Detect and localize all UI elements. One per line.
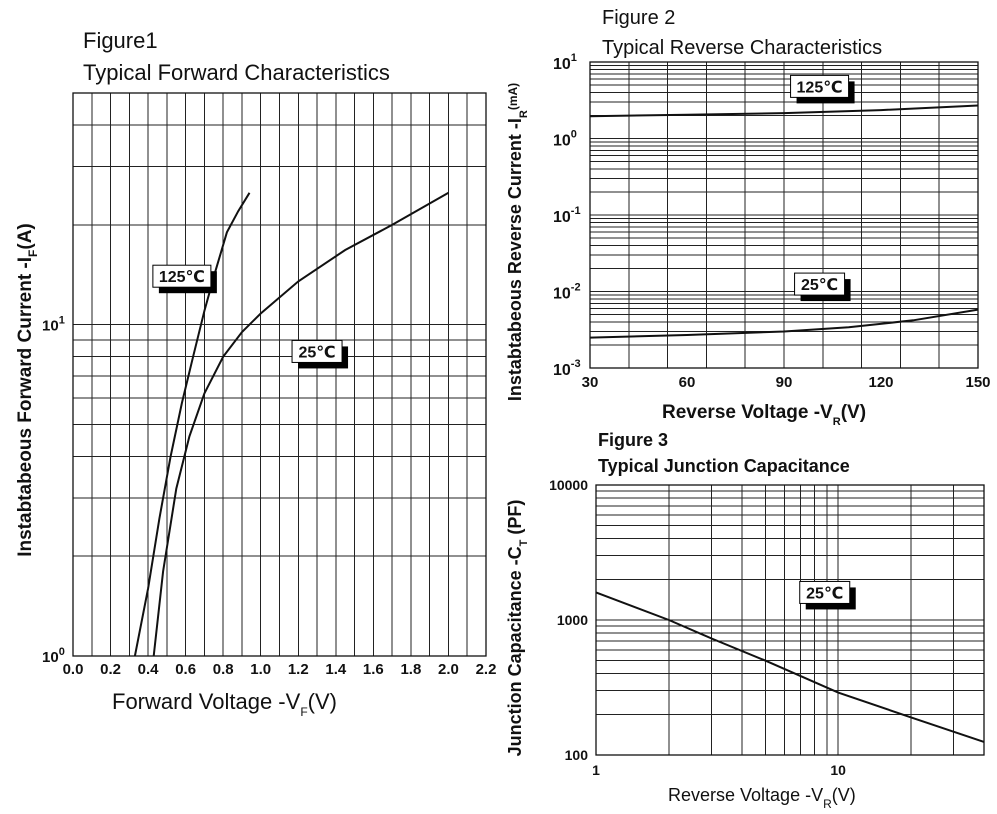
fig1-x-tick-label: 1.4 <box>325 661 347 678</box>
fig3-x-axis-label-part: Reverse Voltage -V <box>668 785 823 805</box>
fig2-series-25c-line <box>589 308 979 339</box>
fig3-y-tick-label: 100 <box>565 747 589 763</box>
fig2-y-tick-base: 10 <box>553 56 571 73</box>
fig1-y-tick-label: 101 <box>42 315 65 335</box>
fig3-series-25c-line <box>595 591 985 743</box>
fig3-x-axis-label-part: R <box>823 797 832 811</box>
fig3-x-tick-label: 10 <box>830 762 846 778</box>
fig2-y-tick-base: 10 <box>553 209 571 226</box>
fig2-x-tick-label: 30 <box>582 374 599 391</box>
fig1-y-axis-label-part: (A) <box>15 223 36 249</box>
fig2-y-tick-label: 101 <box>553 52 577 73</box>
fig3-title: Typical Junction Capacitance <box>598 456 850 476</box>
fig1-series-label-125c: 125℃ <box>159 269 205 286</box>
fig2-series-label-125c-box <box>790 74 850 98</box>
fig2-x-tick-label: 150 <box>965 374 990 391</box>
fig1-x-tick-label: 0.4 <box>138 661 160 678</box>
fig1-y-tick-exp: 1 <box>59 315 65 327</box>
fig2-y-tick-exp: 0 <box>571 129 577 141</box>
fig2-x-axis-label-part: (V) <box>841 402 866 423</box>
fig2-y-axis-label-part: Instabtabeous Reverse Current -I <box>505 118 525 401</box>
fig1-x-tick-label: 1.8 <box>400 661 421 678</box>
fig2-title: Typical Reverse Characteristics <box>602 37 882 59</box>
fig3-plot-frame <box>595 484 985 756</box>
fig1-x-axis-label: Forward Voltage -VF(V) <box>112 689 337 719</box>
fig1-y-tick-exp: 0 <box>59 646 65 658</box>
fig1-x-tick-label: 2.2 <box>476 661 497 678</box>
fig1-x-tick-label: 1.0 <box>250 661 271 678</box>
fig2-y-tick-exp: -2 <box>571 282 581 294</box>
fig2-series-label-25c: 25℃ <box>801 277 838 294</box>
fig3-y-axis-label: Junction Capacitance -CT (PF) <box>505 500 530 757</box>
fig2-y-tick-label: 100 <box>553 129 577 150</box>
fig2-y-tick-base: 10 <box>553 286 571 303</box>
fig1-y-tick-label: 100 <box>42 646 65 666</box>
fig1-x-axis-label-part: F <box>300 705 307 719</box>
fig2-y-axis-label-part: (mA) <box>506 83 520 110</box>
fig2-plot-frame <box>589 61 979 369</box>
fig1-y-axis-label: Instabtabeous Forward Current -IF(A) <box>15 223 40 557</box>
fig2-y-tick-exp: 1 <box>571 52 577 64</box>
fig1-x-tick-label: 0.6 <box>175 661 196 678</box>
fig3-y-axis-label-part: T <box>518 539 530 546</box>
fig2-y-tick-label: 10-3 <box>553 358 581 379</box>
fig2-x-axis-label-part: R <box>833 416 841 428</box>
fig2-series-125c-line <box>589 104 979 118</box>
fig1-y-tick-base: 10 <box>42 649 59 666</box>
fig3-x-axis-label-part: (V) <box>832 785 856 805</box>
fig1-x-tick-label: 0.0 <box>63 661 84 678</box>
fig1-y-axis-label-part: F <box>26 250 40 257</box>
fig3-y-tick-label: 1000 <box>557 612 588 628</box>
fig1-x-tick-label: 1.6 <box>363 661 384 678</box>
fig3-y-axis-label-part: Junction Capacitance -C <box>505 546 525 756</box>
fig1-figure-label: Figure1 <box>83 28 158 53</box>
fig3-x-axis-label: Reverse Voltage -VR(V) <box>668 785 856 811</box>
fig2-x-tick-label: 60 <box>679 374 696 391</box>
fig2-x-axis-label-part: Reverse Voltage -V <box>662 402 833 423</box>
fig3-x-tick-label: 1 <box>592 762 600 778</box>
figure3-capacitance-chart: 1 10 10000 1000 100 Figure 3 Typical Junction … <box>505 430 985 811</box>
fig1-x-tick-label: 0.2 <box>100 661 121 678</box>
fig2-y-tick-exp: -1 <box>571 205 581 217</box>
fig2-y-tick-label: 10-2 <box>553 282 581 303</box>
fig2-figure-label: Figure 2 <box>602 7 675 29</box>
fig3-y-tick-label: 10000 <box>549 477 588 493</box>
fig1-series-125c-line <box>133 192 251 657</box>
fig1-x-axis-label-part: (V) <box>308 689 337 714</box>
fig2-x-tick-label: 90 <box>776 374 793 391</box>
fig2-series-label-125c: 125℃ <box>797 79 843 96</box>
fig2-y-tick-label: 10-1 <box>553 205 581 226</box>
fig3-figure-label: Figure 3 <box>598 430 668 450</box>
fig1-plot-frame <box>72 92 487 657</box>
fig3-y-axis-label-part: (PF) <box>505 500 525 540</box>
fig2-x-tick-label: 120 <box>868 374 893 391</box>
fig1-series-label-25c: 25℃ <box>298 344 335 361</box>
fig2-y-tick-base: 10 <box>553 362 571 379</box>
fig1-series-label-125c-box <box>152 264 212 288</box>
fig1-x-tick-label: 1.2 <box>288 661 309 678</box>
fig1-x-axis-label-part: Forward Voltage -V <box>112 689 301 714</box>
fig3-series-label-25c: 25℃ <box>806 585 843 602</box>
fig2-series-label-25c-box <box>794 272 846 296</box>
fig1-x-tick-label: 2.0 <box>438 661 459 678</box>
fig1-series-25c-line <box>152 191 449 657</box>
fig1-series-label-25c-box <box>291 339 343 363</box>
fig1-y-axis-label-part: Instabtabeous Forward Current -I <box>15 257 36 557</box>
figure1-forward-chart: 0.0 0.2 0.4 0.6 0.8 1.0 1.2 1.4 1.6 1.8 2.0 2.21001… <box>15 28 496 719</box>
fig1-title: Typical Forward Characteristics <box>83 60 390 85</box>
fig3-series-label-25c-box <box>799 580 851 604</box>
fig2-y-axis-label: Instabtabeous Reverse Current -IR(mA) <box>505 83 530 401</box>
fig1-x-tick-label: 0.8 <box>213 661 234 678</box>
fig2-y-tick-base: 10 <box>553 133 571 150</box>
fig1-y-tick-base: 10 <box>42 318 59 335</box>
fig2-x-axis-label: Reverse Voltage -VR(V) <box>662 402 866 428</box>
fig2-y-tick-exp: -3 <box>571 358 581 370</box>
fig2-y-axis-label-part: R <box>518 110 530 118</box>
